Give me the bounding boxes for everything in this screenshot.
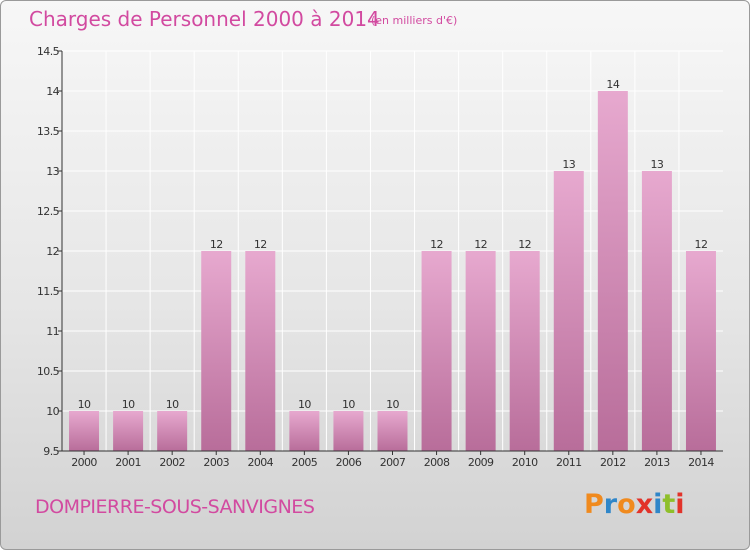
data-label: 12 <box>254 238 267 251</box>
bar-2008 <box>421 251 452 451</box>
data-label: 14 <box>606 78 619 91</box>
data-label: 12 <box>430 238 443 251</box>
data-label: 10 <box>386 398 399 411</box>
chart-subtitle: (en milliers d'€) <box>371 14 458 27</box>
bar-2013 <box>641 171 672 451</box>
bar-2012 <box>597 91 628 451</box>
data-labels: 10 10 10 12 12 10 10 10 12 12 12 13 14 13 12 <box>78 78 708 411</box>
bar-2010 <box>509 251 540 451</box>
data-label: 10 <box>342 398 355 411</box>
data-label: 10 <box>166 398 179 411</box>
axes: 9.5 10 10.5 11 11.5 12 12.5 13 13.5 14 14.5 2000 200… <box>37 45 723 469</box>
x-tick-label: 2009 <box>468 456 494 469</box>
bar-2002 <box>157 411 188 451</box>
proxiti-logo: Proxiti <box>584 489 685 520</box>
chart-title: Charges de Personnel 2000 à 2014 <box>29 7 380 31</box>
x-tick-label: 2007 <box>380 456 406 469</box>
logo-letter: i <box>675 489 685 520</box>
x-tick-label: 2000 <box>71 456 97 469</box>
x-tick-label: 2005 <box>292 456 318 469</box>
y-tick-label: 13 <box>46 165 59 178</box>
logo-letter: P <box>584 489 604 520</box>
commune-name: DOMPIERRE-SOUS-SANVIGNES <box>35 496 315 518</box>
data-label: 13 <box>650 158 663 171</box>
y-tick-label: 14 <box>46 85 59 98</box>
y-tick-label: 14.5 <box>37 45 60 58</box>
x-tick-label: 2010 <box>512 456 538 469</box>
x-tick-label: 2012 <box>600 456 626 469</box>
bar-2006 <box>333 411 364 451</box>
data-label: 13 <box>562 158 575 171</box>
bar-2001 <box>113 411 144 451</box>
bar-2004 <box>245 251 276 451</box>
x-tick-label: 2014 <box>688 456 714 469</box>
bar-2009 <box>465 251 496 451</box>
x-tick-label: 2006 <box>336 456 362 469</box>
y-tick-label: 12.5 <box>37 205 60 218</box>
logo-letter: t <box>662 489 676 520</box>
data-label: 12 <box>474 238 487 251</box>
logo-letter: r <box>603 489 618 520</box>
bar-2014 <box>685 251 716 451</box>
bar-2007 <box>377 411 408 451</box>
y-tick-label: 13.5 <box>37 125 60 138</box>
y-tick-label: 12 <box>46 245 59 258</box>
bar-2000 <box>69 411 100 451</box>
bar-2003 <box>201 251 232 451</box>
logo-letter: x <box>635 489 654 520</box>
x-tick-label: 2011 <box>556 456 582 469</box>
y-tick-label: 11.5 <box>37 285 60 298</box>
x-tick-label: 2013 <box>644 456 670 469</box>
data-label: 12 <box>695 238 708 251</box>
data-label: 10 <box>298 398 311 411</box>
data-label: 12 <box>518 238 531 251</box>
bar-2005 <box>289 411 320 451</box>
x-tick-label: 2001 <box>115 456 141 469</box>
y-tick-label: 9.5 <box>43 445 59 458</box>
y-tick-label: 11 <box>46 325 59 338</box>
logo-letter: i <box>653 489 663 520</box>
logo-letter: o <box>617 489 636 520</box>
y-tick-label: 10.5 <box>37 365 60 378</box>
data-label: 12 <box>210 238 223 251</box>
data-label: 10 <box>78 398 91 411</box>
y-tick-label: 10 <box>46 405 59 418</box>
x-tick-label: 2008 <box>424 456 450 469</box>
x-tick-label: 2004 <box>247 456 273 469</box>
data-label: 10 <box>122 398 135 411</box>
x-tick-label: 2003 <box>203 456 229 469</box>
x-tick-label: 2002 <box>159 456 185 469</box>
bar-2011 <box>553 171 584 451</box>
bars <box>69 91 716 451</box>
